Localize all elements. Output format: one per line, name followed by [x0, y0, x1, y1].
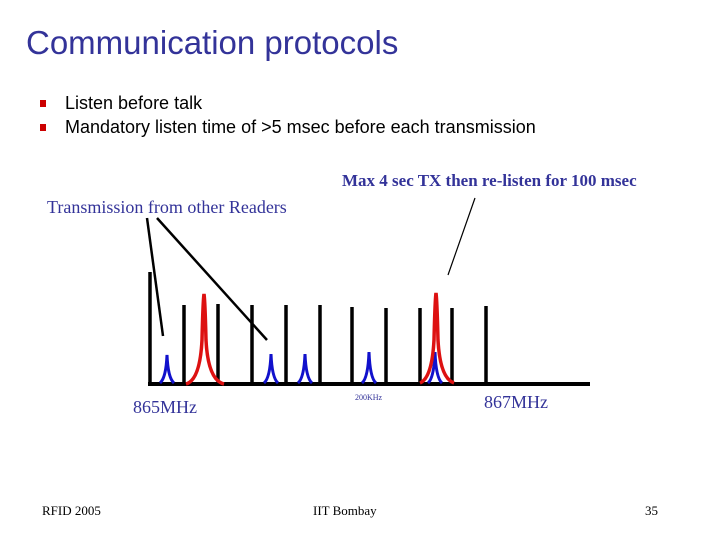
- bullet-text: Listen before talk: [65, 93, 203, 113]
- channel-boundaries: [148, 272, 488, 386]
- max-tx-annotation: Max 4 sec TX then re-listen for 100 msec: [342, 171, 637, 190]
- channel-spacing-label: 200KHz: [355, 393, 383, 402]
- bullet-item: Mandatory listen time of >5 msec before …: [40, 115, 536, 139]
- square-bullet-icon: [40, 124, 46, 131]
- footer-event: RFID 2005: [42, 503, 101, 518]
- other-reader-peaks: [158, 351, 444, 385]
- footer-institution: IIT Bombay: [313, 503, 377, 518]
- start-frequency-label: 865MHz: [133, 397, 197, 417]
- annotation-pointers: [145, 197, 476, 341]
- bullet-item: Listen before talk: [40, 91, 536, 115]
- bullet-list: Listen before talk Mandatory listen time…: [40, 91, 536, 139]
- end-frequency-label: 867MHz: [484, 392, 548, 412]
- slide-title: Communication protocols: [26, 24, 399, 61]
- other-readers-annotation: Transmission from other Readers: [47, 197, 287, 217]
- bullet-text: Mandatory listen time of >5 msec before …: [65, 117, 536, 137]
- own-transmission-peaks: [185, 292, 455, 386]
- square-bullet-icon: [40, 100, 46, 107]
- page-number: 35: [645, 503, 658, 518]
